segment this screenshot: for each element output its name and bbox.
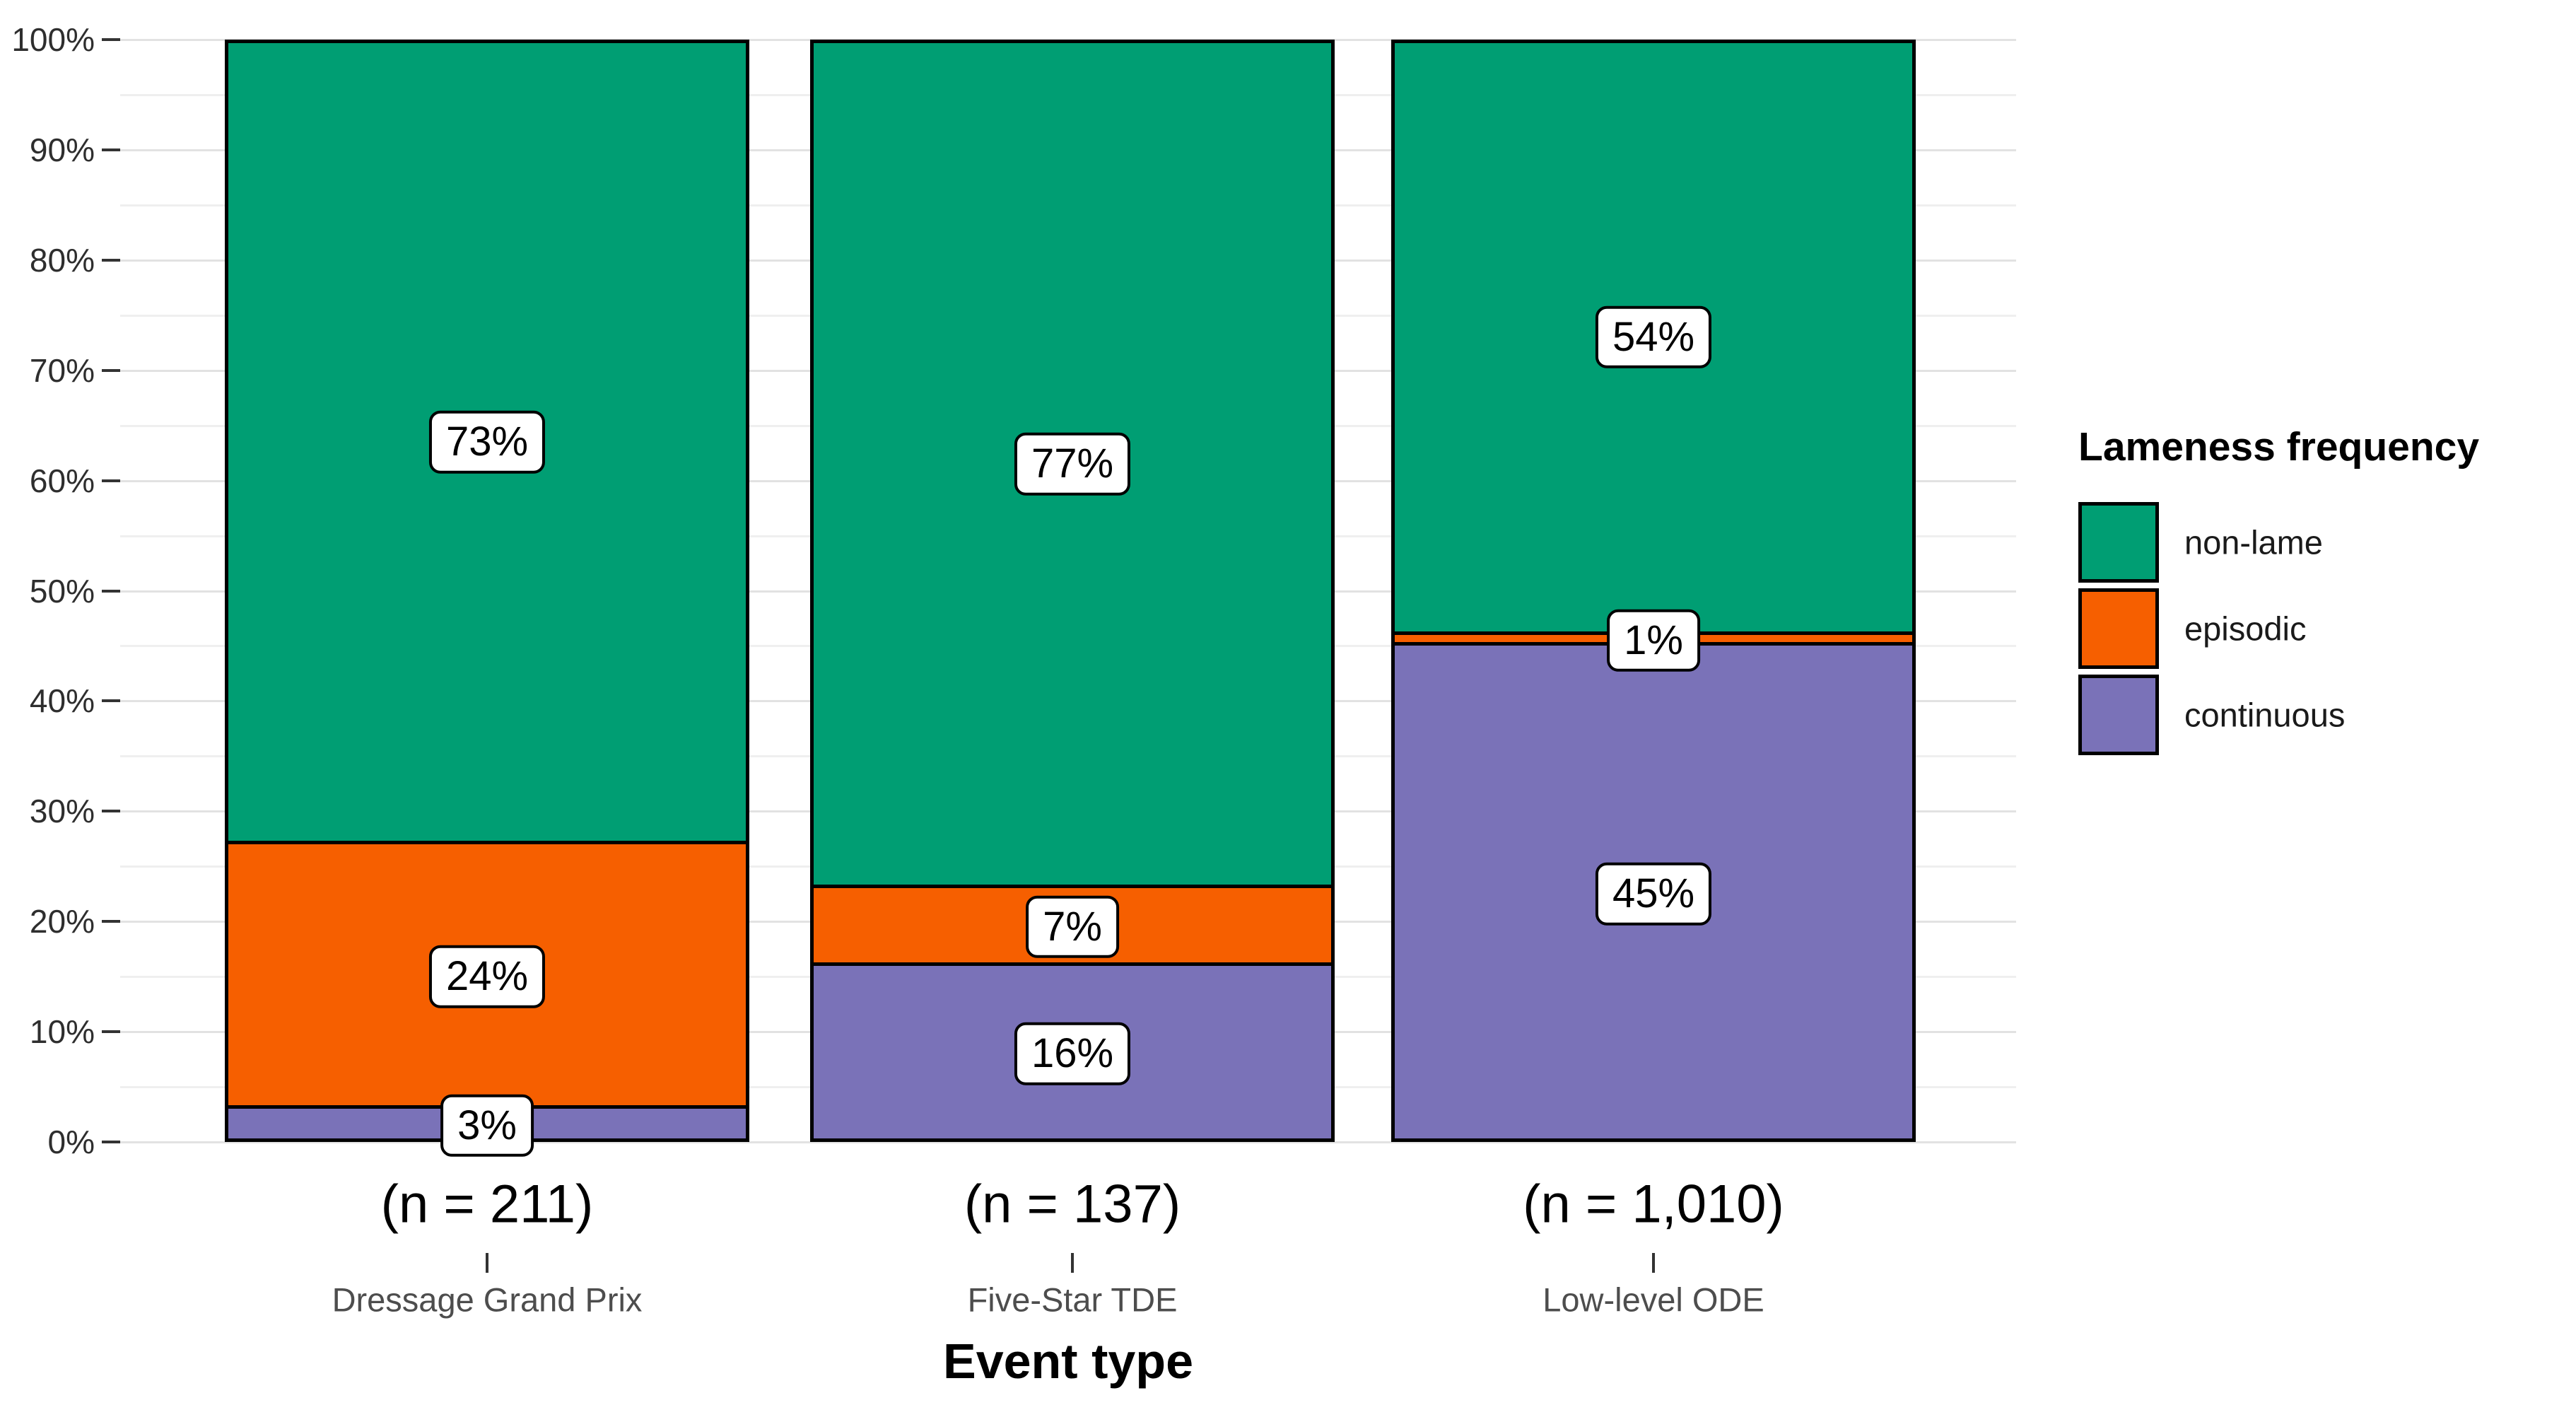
y-axis-tick-label: 10% xyxy=(29,1013,95,1051)
value-label-episodic: 7% xyxy=(1026,895,1119,959)
x-axis-category-label: Dressage Grand Prix xyxy=(332,1281,643,1319)
value-label-non-lame: 77% xyxy=(1014,432,1131,496)
y-axis-tick xyxy=(102,1141,120,1143)
y-axis-tick xyxy=(102,920,120,923)
y-axis-tick-label: 80% xyxy=(29,241,95,279)
legend-swatch-non-lame xyxy=(2078,502,2159,583)
value-label-episodic: 24% xyxy=(428,945,546,1008)
x-axis-category-label: Low-level ODE xyxy=(1542,1281,1764,1319)
x-axis-n-label: (n = 1,010) xyxy=(1523,1174,1784,1235)
y-axis-tick-label: 50% xyxy=(29,572,95,610)
x-axis-tick xyxy=(1652,1253,1655,1273)
y-axis-tick-label: 20% xyxy=(29,903,95,940)
value-label-non-lame: 54% xyxy=(1595,305,1712,369)
y-axis-tick xyxy=(102,148,120,151)
legend-label-episodic: episodic xyxy=(2184,610,2307,648)
y-axis-tick-label: 90% xyxy=(29,131,95,168)
legend-label-non-lame: non-lame xyxy=(2184,523,2323,561)
legend-label-continuous: continuous xyxy=(2184,696,2346,734)
y-axis-tick xyxy=(102,810,120,813)
x-axis-tick xyxy=(1071,1253,1074,1273)
x-axis-tick xyxy=(486,1253,488,1273)
y-axis-tick xyxy=(102,258,120,262)
y-axis-tick xyxy=(102,699,120,703)
x-axis-category-label: Five-Star TDE xyxy=(967,1281,1178,1319)
y-axis-tick-label: 100% xyxy=(11,21,95,58)
y-axis-tick xyxy=(102,589,120,593)
legend-swatch-continuous xyxy=(2078,675,2159,755)
gridline-major xyxy=(120,1141,2016,1143)
bar-five-star-tde xyxy=(810,40,1335,1142)
y-axis-tick-label: 40% xyxy=(29,682,95,720)
y-axis-tick-label: 70% xyxy=(29,351,95,389)
x-axis-n-label: (n = 211) xyxy=(380,1174,594,1235)
legend-title: Lameness frequency xyxy=(2078,424,2480,470)
y-axis-tick xyxy=(102,38,120,41)
value-label-episodic: 1% xyxy=(1607,609,1700,672)
value-label-non-lame: 73% xyxy=(428,410,546,474)
y-axis-tick xyxy=(102,368,120,372)
bar-low-level-ode xyxy=(1391,40,1916,1142)
x-axis-n-label: (n = 137) xyxy=(964,1174,1181,1235)
x-axis-title: Event type xyxy=(943,1334,1193,1389)
plot-panel: 3% 24% 73% 16% 7% 77% 45% 1% 54% xyxy=(120,39,2016,1157)
value-label-continuous: 45% xyxy=(1595,862,1712,926)
y-axis-tick-label: 0% xyxy=(47,1124,95,1160)
y-axis-tick xyxy=(102,1030,120,1034)
legend-swatch-episodic xyxy=(2078,588,2159,669)
value-label-continuous: 3% xyxy=(440,1094,534,1157)
y-axis-tick xyxy=(102,479,120,482)
value-label-continuous: 16% xyxy=(1014,1022,1131,1085)
y-axis-tick-label: 60% xyxy=(29,462,95,499)
y-axis-tick-label: 30% xyxy=(29,793,95,830)
